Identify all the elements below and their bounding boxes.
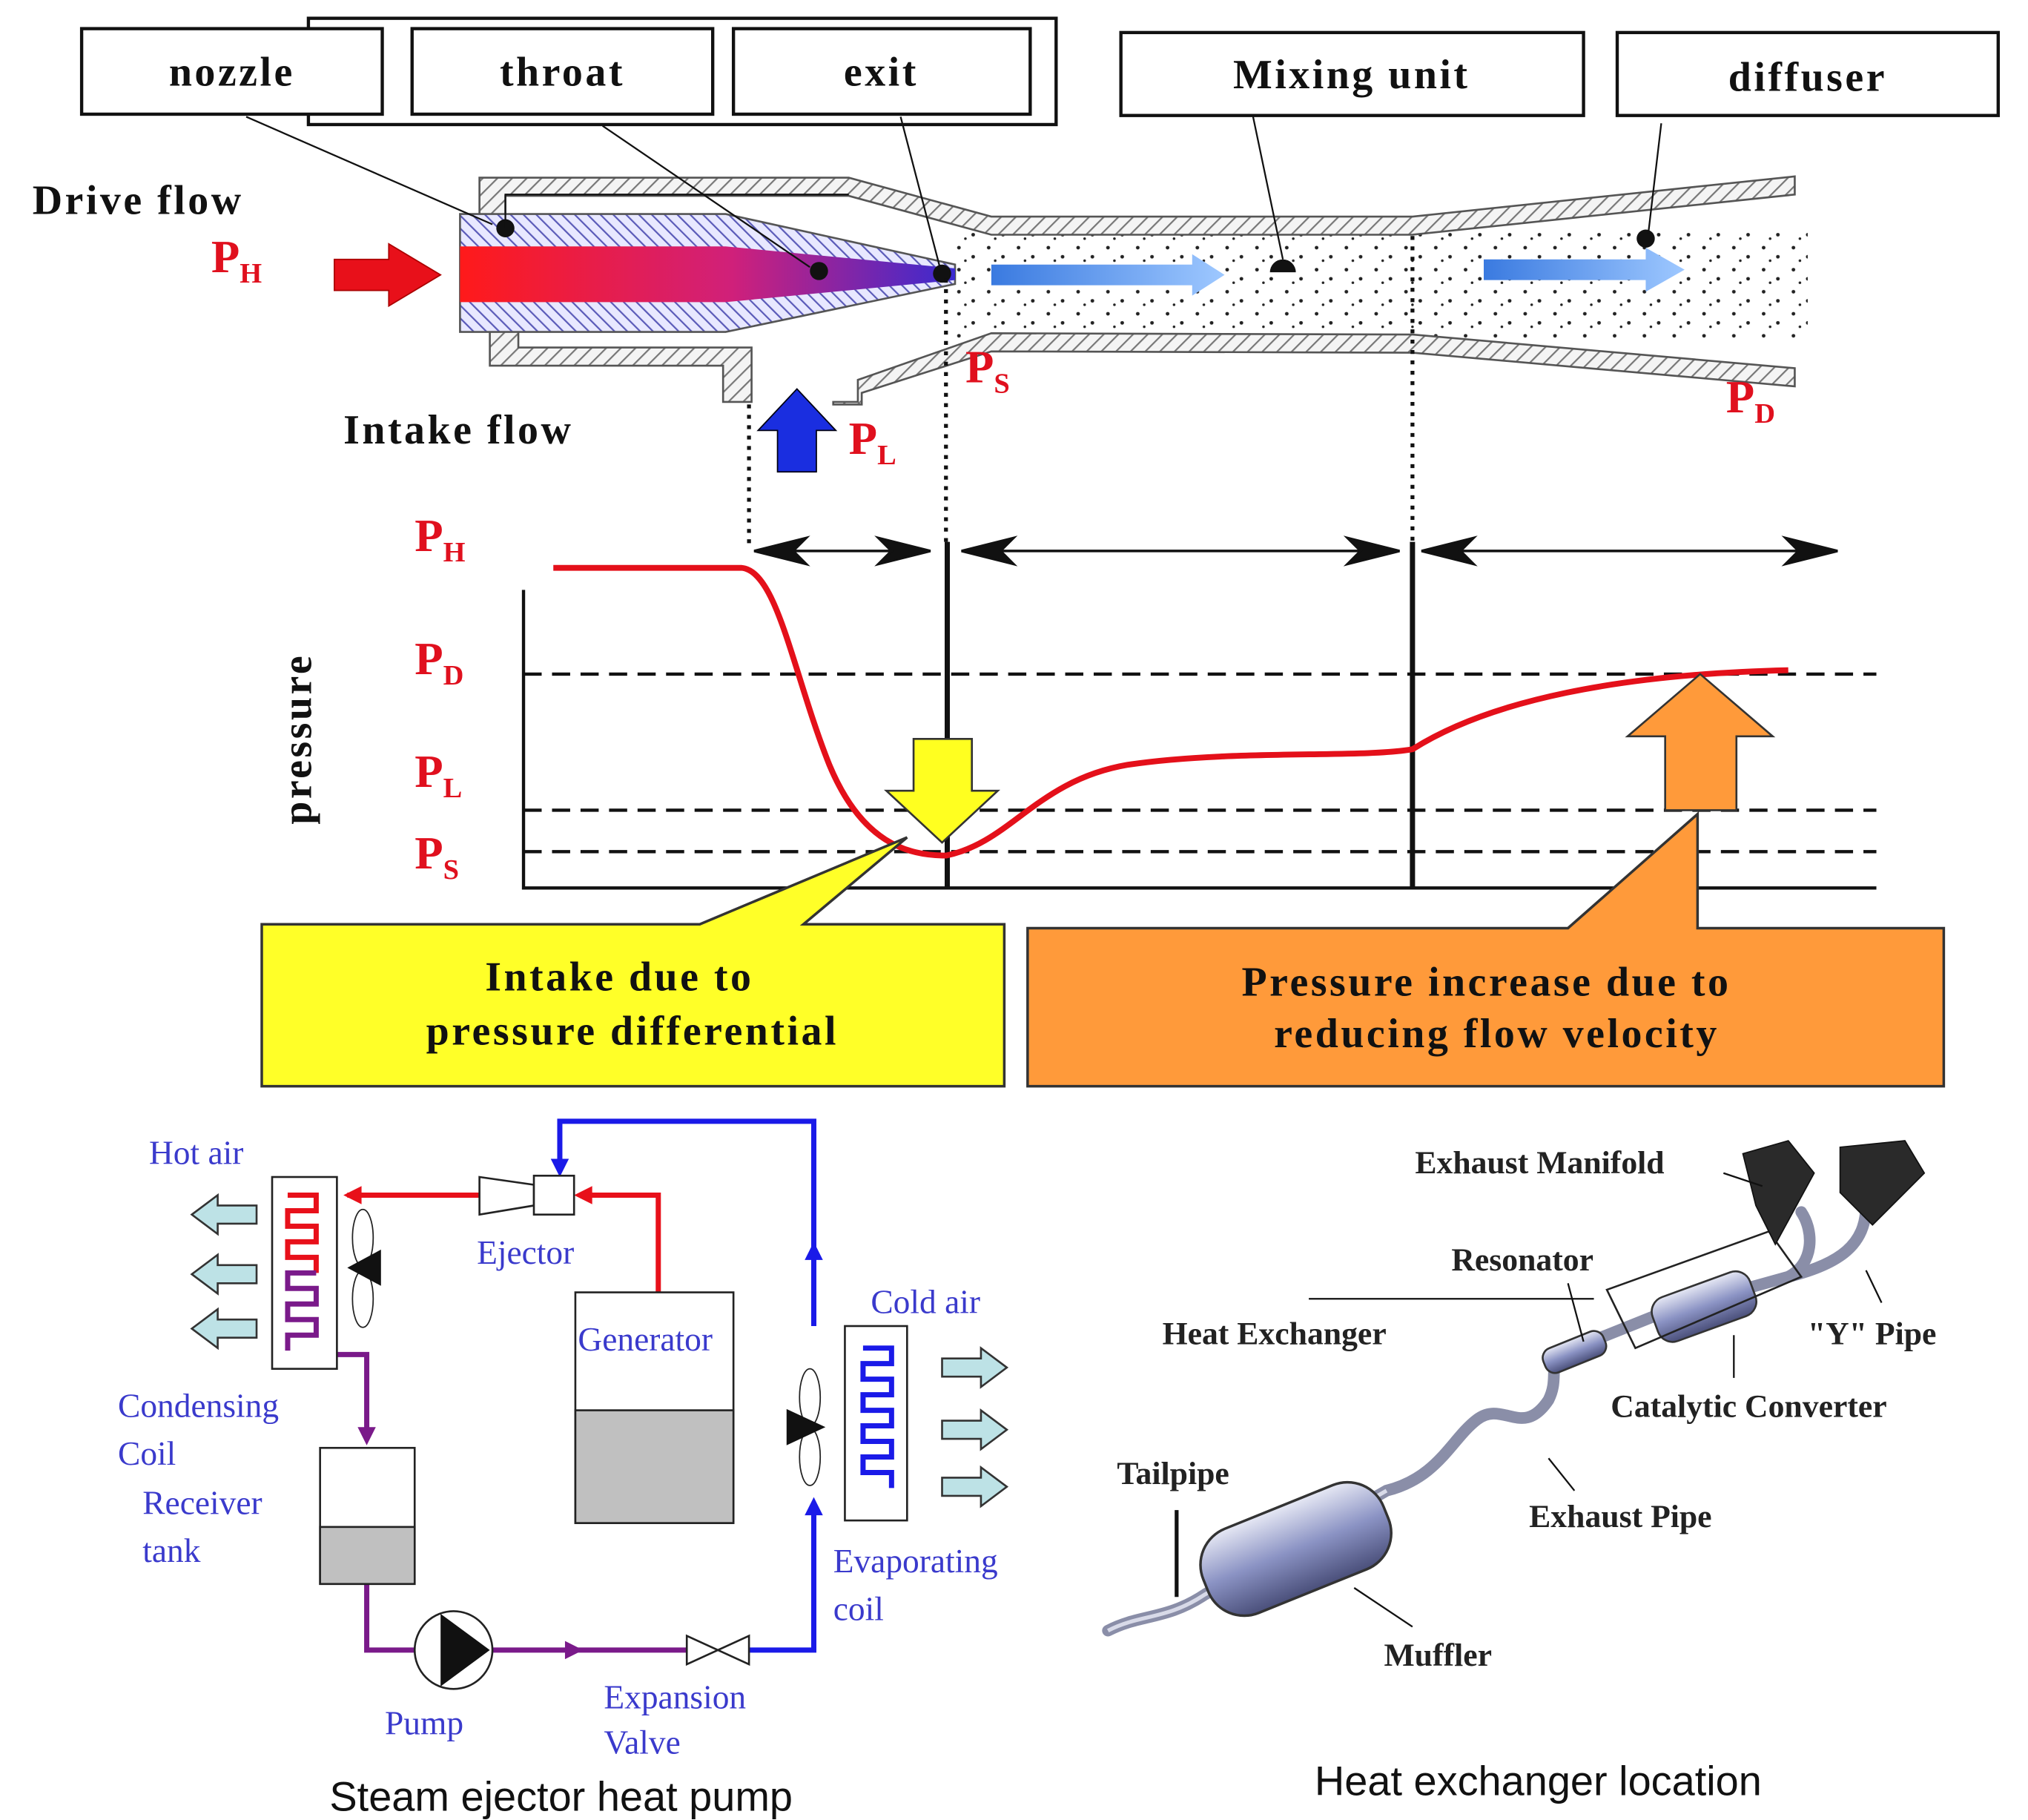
symbol: P — [414, 510, 443, 561]
label: Mixing unit — [1233, 52, 1470, 98]
label: Pump — [385, 1704, 463, 1741]
label: Condensing — [118, 1387, 279, 1424]
flow-head — [551, 1159, 823, 1260]
label: Evaporating — [833, 1543, 998, 1580]
point — [933, 265, 951, 283]
label: diffuser — [1728, 55, 1887, 101]
label: Valve — [604, 1724, 680, 1761]
pressure-arrow — [1628, 674, 1773, 810]
intake-flow-label: Intake flow — [343, 407, 573, 453]
caption: Steam ejector heat pump — [329, 1773, 793, 1820]
generator-liquid — [575, 1411, 733, 1523]
callout-text: Intake due to — [485, 954, 753, 1000]
subscript: D — [1754, 398, 1775, 429]
muffler — [1189, 1471, 1403, 1628]
subscript: H — [443, 537, 466, 568]
heat-exchanger — [1539, 1328, 1609, 1376]
label: Generator — [578, 1321, 713, 1358]
manifold — [1743, 1141, 1925, 1244]
label: nozzle — [169, 50, 295, 96]
callout-text: reducing flow velocity — [1274, 1011, 1720, 1057]
callout-text: pressure differential — [426, 1009, 839, 1055]
label: Exhaust Pipe — [1529, 1499, 1711, 1534]
label: exit — [844, 50, 919, 96]
symbol: P — [1726, 371, 1754, 423]
subscript: H — [240, 258, 262, 289]
heat-exchanger-part — [1539, 1328, 1609, 1376]
lower-wall — [490, 331, 752, 402]
symbol: P — [414, 827, 443, 879]
receiver-liquid — [320, 1527, 415, 1584]
ejector: nozzle throat exit Mixing unit diffuser … — [33, 19, 1998, 472]
drive-flow-label: Drive flow — [33, 178, 244, 224]
label: Tailpipe — [1117, 1456, 1229, 1491]
muffler-part — [1189, 1471, 1403, 1628]
label: Heat Exchanger — [1163, 1316, 1387, 1351]
label: Catalytic Converter — [1611, 1388, 1886, 1424]
label: Cold air — [871, 1284, 980, 1321]
pressure-symbol: PH — [211, 231, 262, 289]
label: tank — [142, 1532, 200, 1569]
subscript: D — [443, 660, 464, 691]
fan — [347, 1210, 380, 1328]
symbol: P — [414, 745, 443, 797]
label: Hot air — [149, 1135, 243, 1172]
exhaust-system: Exhaust Manifold Resonator Heat Exchange… — [1108, 1141, 1936, 1804]
label: throat — [500, 50, 625, 96]
level-label: PL — [414, 745, 462, 804]
axis-label: pressure — [274, 653, 320, 825]
symbol: P — [211, 231, 240, 283]
air-arrows-part — [942, 1348, 1007, 1506]
label: Receiver — [142, 1484, 262, 1521]
flow-head — [805, 1497, 822, 1515]
fan — [787, 1369, 825, 1486]
heat-pump: Hot air Ejector Generator Cold air Conde… — [118, 1121, 1007, 1820]
level-label: PD — [414, 633, 463, 691]
label: Resonator — [1451, 1242, 1593, 1278]
subscript: S — [443, 854, 459, 886]
drive-arrow — [334, 244, 440, 306]
level-label: PS — [414, 827, 459, 886]
intake-arrow — [758, 389, 836, 472]
label: coil — [833, 1591, 884, 1628]
mixing-particles — [952, 231, 1807, 341]
label: "Y" Pipe — [1808, 1316, 1937, 1351]
air-arrows-part — [192, 1195, 257, 1348]
catalytic-converter — [1648, 1267, 1761, 1346]
point — [1636, 230, 1654, 248]
pressure-curve — [553, 568, 1788, 856]
label: Muffler — [1384, 1638, 1492, 1673]
symbol: P — [414, 633, 443, 685]
diagram: nozzle throat exit Mixing unit diffuser … — [0, 0, 2028, 1820]
caption: Heat exchanger location — [1315, 1758, 1762, 1804]
expansion-valve — [687, 1636, 749, 1664]
level-label: PH — [414, 510, 465, 568]
section-arrows — [754, 538, 1837, 564]
label: Ejector — [477, 1234, 574, 1271]
intake-arrow — [886, 739, 997, 843]
point — [810, 262, 828, 280]
callout-text: Pressure increase due to — [1242, 959, 1731, 1005]
subscript: S — [994, 369, 1009, 400]
label: Expansion — [604, 1679, 746, 1716]
pressure-symbol: PL — [849, 412, 896, 471]
label: Coil — [118, 1435, 176, 1472]
catalytic-converter-part — [1648, 1267, 1761, 1346]
ejector — [480, 1177, 534, 1215]
subscript: L — [443, 773, 463, 804]
ejector — [534, 1176, 574, 1214]
symbol: P — [965, 341, 994, 393]
cold-line — [749, 1508, 813, 1650]
label: Exhaust Manifold — [1415, 1145, 1664, 1181]
subscript: L — [877, 440, 896, 471]
section-divider — [947, 542, 1412, 888]
symbol: P — [849, 412, 877, 464]
